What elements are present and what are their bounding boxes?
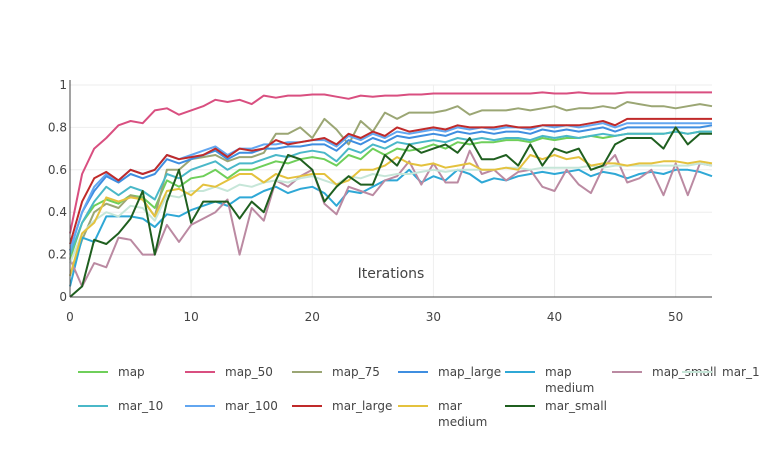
legend-item[interactable]: map_50 — [185, 365, 273, 379]
legend-item[interactable]: mar_large — [292, 399, 392, 413]
legend-item[interactable]: mar_1 — [682, 365, 760, 379]
legend-label: mar_10 — [118, 399, 163, 413]
x-tick-label: 50 — [668, 310, 683, 324]
x-axis-label: Iterations — [358, 266, 425, 282]
legend-item[interactable]: map — [78, 365, 145, 379]
y-tick-label: 0 — [59, 290, 67, 304]
series-line-2 — [69, 101, 713, 277]
legend-label: map_50 — [225, 365, 273, 379]
legend-label: mar_1 — [722, 365, 760, 379]
y-tick-label: 0.4 — [48, 205, 67, 219]
legend-label: mar_large — [332, 399, 392, 413]
series-line-3 — [69, 124, 713, 251]
legend-item[interactable]: map_75 — [292, 365, 380, 379]
legend-label: map_large — [438, 365, 501, 379]
x-tick-label: 0 — [66, 310, 74, 324]
legend-item[interactable]: mar_100 — [185, 399, 278, 413]
y-tick-label: 0.2 — [48, 248, 67, 262]
legend-item[interactable]: map_large — [398, 365, 501, 379]
series-line-5 — [69, 149, 713, 288]
y-tick-label: 0.6 — [48, 163, 67, 177]
x-axis-ticks: 0 10 20 30 40 50 — [66, 310, 683, 324]
legend-item[interactable]: mar_10 — [78, 399, 163, 413]
legend-label: map — [118, 365, 145, 379]
series-lines — [69, 91, 713, 298]
series-line-4 — [69, 168, 713, 287]
x-tick-label: 40 — [547, 310, 562, 324]
series-line-9 — [69, 117, 712, 245]
legend: map map_50 map_75 map_large map mediummap_sma… — [78, 365, 760, 429]
y-tick-label: 0.8 — [48, 120, 67, 134]
series-line-11 — [69, 126, 712, 298]
series-line-0 — [69, 130, 712, 260]
legend-item[interactable]: map medium — [505, 365, 594, 395]
x-tick-label: 20 — [305, 310, 320, 324]
series-line-6 — [69, 162, 713, 264]
y-tick-label: 1 — [59, 78, 67, 92]
legend-label: mar_100 — [225, 399, 278, 413]
series-line-1 — [69, 91, 712, 234]
x-tick-label: 10 — [183, 310, 198, 324]
legend-label: mar_small — [545, 399, 607, 413]
legend-item[interactable]: mar medium — [398, 399, 487, 429]
x-tick-label: 30 — [426, 310, 441, 324]
legend-item[interactable]: mar_small — [505, 399, 607, 413]
axes — [69, 80, 712, 298]
y-axis-ticks: 0 0.2 0.4 0.6 0.8 1 — [48, 78, 67, 304]
legend-label: mar medium — [438, 399, 487, 429]
legend-label: map_75 — [332, 365, 380, 379]
series-line-8 — [69, 122, 712, 251]
legend-label: map medium — [545, 365, 594, 395]
